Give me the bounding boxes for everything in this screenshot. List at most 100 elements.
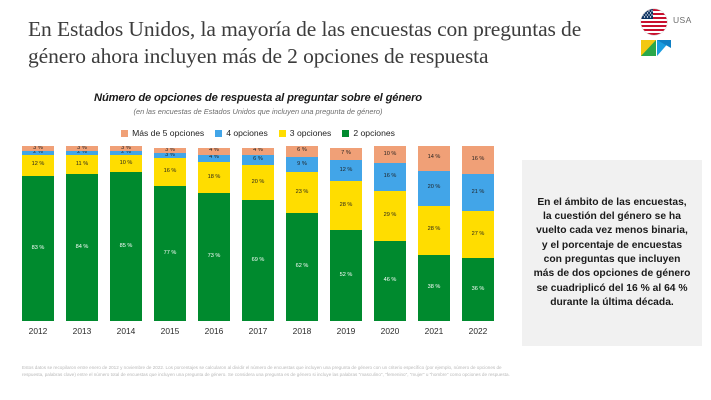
bar-segment-label: 73 %: [207, 253, 221, 260]
bar-segment[interactable]: 3 %: [154, 147, 186, 153]
bar-segment-label: 2 %: [33, 151, 43, 155]
x-axis-tick: 2016: [204, 326, 224, 336]
brand-block: USA: [639, 4, 705, 62]
bar-segment[interactable]: 2 %: [110, 151, 142, 155]
bar-segment-label: 28 %: [427, 226, 441, 233]
bar-segment[interactable]: 16 %: [462, 146, 494, 174]
bar-segment[interactable]: 11 %: [66, 154, 98, 174]
bar-segment[interactable]: 3 %: [154, 153, 186, 159]
legend-swatch-icon: [278, 129, 286, 137]
bar-column[interactable]: 16 % 21 % 27 % 36 %: [462, 146, 494, 321]
bar-segment[interactable]: 10 %: [374, 146, 406, 164]
bar-segment[interactable]: 3 %: [110, 146, 142, 152]
bar-segment[interactable]: 20 %: [418, 170, 450, 206]
bar-segment-label: 20 %: [251, 178, 265, 185]
bar-segment[interactable]: 14 %: [418, 146, 450, 171]
x-axis-tick: 2019: [336, 326, 356, 336]
bar-segment[interactable]: 2 %: [66, 151, 98, 155]
bar-segment[interactable]: 3 %: [66, 146, 98, 152]
legend-swatch-icon: [342, 129, 350, 137]
bar-segment[interactable]: 46 %: [374, 241, 406, 321]
bar-segment-label: 28 %: [339, 201, 353, 208]
page-title: En Estados Unidos, la mayoría de las enc…: [28, 17, 582, 68]
bar-segment-label: 83 %: [31, 244, 45, 251]
bar-segment-label: 85 %: [119, 242, 133, 249]
bar-segment[interactable]: 73 %: [198, 193, 230, 321]
legend-label: 2 opciones: [353, 128, 395, 138]
bar-segment-label: 23 %: [295, 188, 309, 195]
bar-segment[interactable]: 12 %: [22, 154, 54, 176]
stacked-bar-plot: 3 % 2 % 12 % 83 % 3 % 2 % 11 % 84 % 3 % 2 % 10 % 85…: [22, 146, 494, 321]
bar-segment-label: 16 %: [163, 168, 177, 175]
chart-title: Número de opciones de respuesta al pregu…: [94, 92, 422, 104]
bar-column[interactable]: 3 % 2 % 10 % 85 %: [110, 146, 142, 321]
bar-column[interactable]: 7 % 12 % 28 % 52 %: [330, 146, 362, 321]
bar-segment[interactable]: 18 %: [198, 161, 230, 194]
chart-legend: Más de 5 opciones 4 opciones 3 opciones 2 o…: [0, 128, 516, 138]
bar-segment-label: 3 %: [33, 146, 43, 151]
bar-segment-label: 3 %: [165, 153, 175, 158]
bar-segment[interactable]: 2 %: [22, 151, 54, 155]
bar-segment[interactable]: 4 %: [198, 147, 230, 155]
bar-column[interactable]: 4 % 6 % 20 % 69 %: [242, 146, 274, 321]
legend-item[interactable]: 3 opciones: [278, 128, 331, 138]
x-axis-tick: 2014: [116, 326, 136, 336]
callout-text: En el ámbito de las encuestas, la cuesti…: [533, 196, 691, 308]
bar-segment[interactable]: 28 %: [330, 181, 362, 230]
bar-segment-label: 10 %: [119, 159, 133, 166]
bar-segment[interactable]: 23 %: [286, 172, 318, 213]
chart-panel: Número de opciones de respuesta al pregu…: [0, 78, 516, 360]
legend-label: Más de 5 opciones: [132, 128, 205, 138]
bar-segment[interactable]: 6 %: [286, 146, 318, 157]
bar-segment[interactable]: 12 %: [330, 160, 362, 181]
bar-column[interactable]: 3 % 2 % 12 % 83 %: [22, 146, 54, 321]
bar-segment[interactable]: 85 %: [110, 172, 142, 321]
bar-segment[interactable]: 16 %: [374, 163, 406, 192]
bar-segment-label: 46 %: [383, 277, 397, 284]
bar-segment-label: 7 %: [341, 150, 351, 157]
bar-segment[interactable]: 69 %: [242, 200, 274, 321]
bar-segment[interactable]: 77 %: [154, 186, 186, 321]
bar-segment-label: 11 %: [75, 160, 89, 167]
bar-segment[interactable]: 4 %: [198, 154, 230, 162]
bar-segment-label: 9 %: [297, 160, 307, 167]
bar-column[interactable]: 3 % 2 % 11 % 84 %: [66, 146, 98, 321]
bar-segment-label: 27 %: [471, 230, 485, 237]
bar-segment-label: 4 %: [253, 147, 263, 154]
bar-segment[interactable]: 52 %: [330, 230, 362, 321]
bar-segment[interactable]: 62 %: [286, 212, 318, 321]
bar-segment[interactable]: 7 %: [330, 147, 362, 160]
x-axis-tick: 2022: [468, 326, 488, 336]
bar-column[interactable]: 3 % 3 % 16 % 77 %: [154, 146, 186, 321]
legend-item[interactable]: 2 opciones: [342, 128, 395, 138]
bar-segment[interactable]: 20 %: [242, 165, 274, 201]
bar-column[interactable]: 10 % 16 % 29 % 46 %: [374, 146, 406, 321]
bar-segment-label: 52 %: [339, 271, 353, 278]
legend-item[interactable]: 4 opciones: [215, 128, 268, 138]
bar-segment[interactable]: 21 %: [462, 174, 494, 211]
bar-segment[interactable]: 29 %: [374, 191, 406, 242]
bar-segment[interactable]: 10 %: [110, 154, 142, 173]
bar-segment-label: 3 %: [77, 146, 87, 151]
bar-column[interactable]: 6 % 9 % 23 % 62 %: [286, 146, 318, 321]
bar-column[interactable]: 4 % 4 % 18 % 73 %: [198, 146, 230, 321]
bar-segment-label: 16 %: [471, 156, 485, 163]
bar-segment[interactable]: 27 %: [462, 210, 494, 258]
bar-segment-label: 2 %: [121, 151, 131, 155]
bar-segment[interactable]: 6 %: [242, 154, 274, 166]
bar-segment[interactable]: 4 %: [242, 147, 274, 155]
bar-segment-label: 6 %: [253, 156, 263, 163]
bar-column[interactable]: 14 % 20 % 28 % 38 %: [418, 146, 450, 321]
bar-segment[interactable]: 38 %: [418, 254, 450, 321]
bar-segment[interactable]: 3 %: [22, 146, 54, 152]
bar-segment[interactable]: 36 %: [462, 258, 494, 321]
bar-segment[interactable]: 84 %: [66, 174, 98, 321]
bar-segment[interactable]: 28 %: [418, 205, 450, 255]
bar-segment[interactable]: 16 %: [154, 158, 186, 187]
legend-swatch-icon: [215, 129, 223, 137]
brand-logo-icon: [641, 38, 671, 58]
x-axis-tick: 2020: [380, 326, 400, 336]
bar-segment[interactable]: 83 %: [22, 175, 54, 321]
bar-segment[interactable]: 9 %: [286, 156, 318, 173]
legend-item[interactable]: Más de 5 opciones: [121, 128, 204, 138]
